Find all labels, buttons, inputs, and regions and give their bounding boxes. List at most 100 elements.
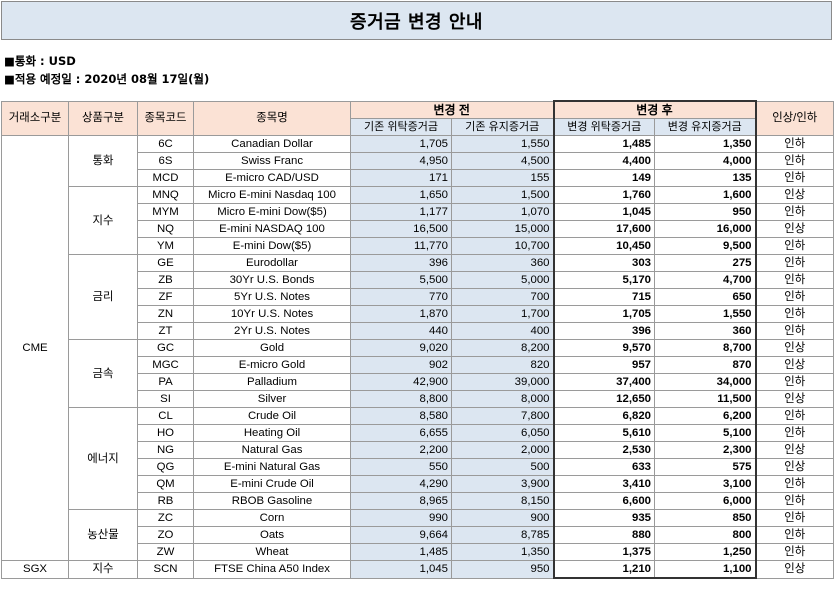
after-initial-cell: 6,820 <box>554 408 655 425</box>
after-initial-cell: 37,400 <box>554 374 655 391</box>
code-cell: SCN <box>138 561 194 579</box>
name-cell: E-mini NASDAQ 100 <box>194 221 351 238</box>
before-maint-cell: 1,550 <box>452 136 554 153</box>
name-cell: RBOB Gasoline <box>194 493 351 510</box>
name-cell: Eurodollar <box>194 255 351 272</box>
table-row: 농산물 ZC Corn 990 900 935 850 인하 <box>2 510 834 527</box>
code-cell: YM <box>138 238 194 255</box>
header-after: 변경 후 <box>554 101 756 119</box>
header-before-maint: 기존 유지증거금 <box>452 119 554 136</box>
after-initial-cell: 4,400 <box>554 153 655 170</box>
header-category: 상품구분 <box>69 101 138 136</box>
after-maint-cell: 5,100 <box>655 425 756 442</box>
code-cell: 6S <box>138 153 194 170</box>
after-maint-cell: 3,100 <box>655 476 756 493</box>
before-maint-cell: 1,500 <box>452 187 554 204</box>
direction-cell: 인하 <box>756 374 834 391</box>
table-row: SGX 지수 SCN FTSE China A50 Index 1,045 950 1,21… <box>2 561 834 579</box>
after-initial-cell: 303 <box>554 255 655 272</box>
before-initial-cell: 11,770 <box>351 238 452 255</box>
after-maint-cell: 8,700 <box>655 340 756 357</box>
before-maint-cell: 2,000 <box>452 442 554 459</box>
table-row: 금리 GE Eurodollar 396 360 303 275 인하 <box>2 255 834 272</box>
before-initial-cell: 1,045 <box>351 561 452 579</box>
code-cell: HO <box>138 425 194 442</box>
margin-table: 거래소구분 상품구분 종목코드 종목명 변경 전 변경 후 인상/인하 기존 위… <box>1 100 834 579</box>
after-maint-cell: 800 <box>655 527 756 544</box>
code-cell: ZT <box>138 323 194 340</box>
before-maint-cell: 8,150 <box>452 493 554 510</box>
before-initial-cell: 396 <box>351 255 452 272</box>
table-body: CME 통화 6C Canadian Dollar 1,705 1,550 1,485 1,3… <box>2 136 834 579</box>
before-initial-cell: 550 <box>351 459 452 476</box>
before-maint-cell: 1,070 <box>452 204 554 221</box>
code-cell: GC <box>138 340 194 357</box>
after-initial-cell: 715 <box>554 289 655 306</box>
category-cell: 지수 <box>69 187 138 255</box>
name-cell: FTSE China A50 Index <box>194 561 351 579</box>
category-cell: 통화 <box>69 136 138 187</box>
code-cell: MYM <box>138 204 194 221</box>
category-cell: 에너지 <box>69 408 138 510</box>
before-maint-cell: 8,000 <box>452 391 554 408</box>
direction-cell: 인하 <box>756 544 834 561</box>
after-initial-cell: 1,210 <box>554 561 655 579</box>
before-initial-cell: 1,485 <box>351 544 452 561</box>
after-maint-cell: 135 <box>655 170 756 187</box>
direction-cell: 인상 <box>756 221 834 238</box>
header-after-initial: 변경 위탁증거금 <box>554 119 655 136</box>
name-cell: Canadian Dollar <box>194 136 351 153</box>
direction-cell: 인하 <box>756 204 834 221</box>
after-maint-cell: 9,500 <box>655 238 756 255</box>
after-maint-cell: 1,100 <box>655 561 756 579</box>
after-maint-cell: 11,500 <box>655 391 756 408</box>
direction-cell: 인하 <box>756 272 834 289</box>
code-cell: MGC <box>138 357 194 374</box>
before-maint-cell: 5,000 <box>452 272 554 289</box>
direction-cell: 인하 <box>756 493 834 510</box>
code-cell: MCD <box>138 170 194 187</box>
name-cell: 10Yr U.S. Notes <box>194 306 351 323</box>
before-initial-cell: 16,500 <box>351 221 452 238</box>
name-cell: E-mini Natural Gas <box>194 459 351 476</box>
code-cell: ZC <box>138 510 194 527</box>
before-maint-cell: 1,700 <box>452 306 554 323</box>
before-initial-cell: 1,870 <box>351 306 452 323</box>
after-initial-cell: 12,650 <box>554 391 655 408</box>
table-row: 금속 GC Gold 9,020 8,200 9,570 8,700 인상 <box>2 340 834 357</box>
after-initial-cell: 1,705 <box>554 306 655 323</box>
before-maint-cell: 500 <box>452 459 554 476</box>
effective-date-line: ■적용 예정일 : 2020년 08월 17일(월) <box>4 71 209 87</box>
name-cell: 5Yr U.S. Notes <box>194 289 351 306</box>
after-maint-cell: 4,700 <box>655 272 756 289</box>
after-initial-cell: 5,610 <box>554 425 655 442</box>
header-exchange: 거래소구분 <box>2 101 69 136</box>
table-row: 에너지 CL Crude Oil 8,580 7,800 6,820 6,200 인하 <box>2 408 834 425</box>
before-initial-cell: 42,900 <box>351 374 452 391</box>
before-initial-cell: 5,500 <box>351 272 452 289</box>
direction-cell: 인하 <box>756 255 834 272</box>
direction-cell: 인상 <box>756 391 834 408</box>
after-maint-cell: 850 <box>655 510 756 527</box>
name-cell: 2Yr U.S. Notes <box>194 323 351 340</box>
after-maint-cell: 2,300 <box>655 442 756 459</box>
before-initial-cell: 8,800 <box>351 391 452 408</box>
code-cell: NQ <box>138 221 194 238</box>
code-cell: NG <box>138 442 194 459</box>
before-maint-cell: 155 <box>452 170 554 187</box>
after-initial-cell: 5,170 <box>554 272 655 289</box>
before-maint-cell: 360 <box>452 255 554 272</box>
direction-cell: 인하 <box>756 527 834 544</box>
name-cell: Natural Gas <box>194 442 351 459</box>
after-initial-cell: 6,600 <box>554 493 655 510</box>
name-cell: 30Yr U.S. Bonds <box>194 272 351 289</box>
before-initial-cell: 171 <box>351 170 452 187</box>
name-cell: E-micro CAD/USD <box>194 170 351 187</box>
after-initial-cell: 633 <box>554 459 655 476</box>
before-initial-cell: 6,655 <box>351 425 452 442</box>
table-row: 지수 MNQ Micro E-mini Nasdaq 100 1,650 1,500 1,… <box>2 187 834 204</box>
direction-cell: 인상 <box>756 357 834 374</box>
direction-cell: 인하 <box>756 289 834 306</box>
after-maint-cell: 1,250 <box>655 544 756 561</box>
after-maint-cell: 1,350 <box>655 136 756 153</box>
